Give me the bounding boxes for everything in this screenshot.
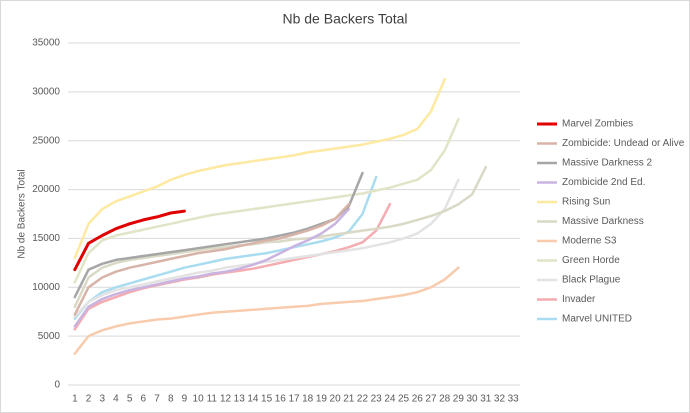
series-line bbox=[73, 171, 364, 299]
x-tick-label: 9 bbox=[182, 394, 188, 405]
series-line bbox=[73, 175, 378, 320]
series-line bbox=[73, 209, 186, 272]
x-tick-label: 19 bbox=[316, 394, 328, 405]
series-line bbox=[73, 202, 351, 316]
legend-label: Rising Sun bbox=[562, 197, 610, 208]
x-tick-label: 17 bbox=[288, 394, 300, 405]
x-tick-label: 24 bbox=[384, 394, 396, 405]
x-tick-label: 14 bbox=[247, 394, 259, 405]
x-tick-label: 27 bbox=[425, 394, 437, 405]
y-tick-label: 30000 bbox=[32, 86, 60, 97]
x-tick-label: 4 bbox=[113, 394, 119, 405]
x-tick-label: 7 bbox=[154, 394, 160, 405]
x-tick-label: 3 bbox=[99, 394, 105, 405]
x-tick-label: 29 bbox=[453, 394, 465, 405]
y-tick-label: 20000 bbox=[32, 184, 60, 195]
x-tick-label: 26 bbox=[412, 394, 424, 405]
x-tick-label: 1 bbox=[72, 394, 78, 405]
chart-title: Nb de Backers Total bbox=[282, 11, 407, 27]
x-tick-label: 13 bbox=[234, 394, 246, 405]
y-tick-label: 25000 bbox=[32, 135, 60, 146]
legend-label: Massive Darkness 2 bbox=[562, 158, 652, 169]
x-tick-label: 20 bbox=[330, 394, 342, 405]
legend-label: Invader bbox=[562, 294, 596, 305]
x-tick-label: 31 bbox=[480, 394, 492, 405]
series-line bbox=[73, 117, 460, 284]
series-line bbox=[73, 178, 460, 318]
x-tick-label: 15 bbox=[261, 394, 273, 405]
series-line bbox=[73, 207, 351, 328]
legend-label: Moderne S3 bbox=[562, 236, 617, 247]
x-tick-label: 10 bbox=[193, 394, 205, 405]
legend-label: Zombicide 2nd Ed. bbox=[562, 177, 645, 188]
legend-label: Black Plague bbox=[562, 275, 621, 286]
series-line bbox=[73, 202, 392, 331]
legend-label: Massive Darkness bbox=[562, 216, 644, 227]
y-axis-label: Nb de Backers Total bbox=[17, 169, 28, 258]
x-tick-label: 32 bbox=[494, 394, 506, 405]
x-tick-label: 30 bbox=[466, 394, 478, 405]
x-tick-label: 21 bbox=[343, 394, 355, 405]
series-line bbox=[73, 77, 446, 260]
y-tick-label: 10000 bbox=[32, 282, 60, 293]
x-tick-label: 6 bbox=[141, 394, 147, 405]
series-line bbox=[73, 165, 488, 309]
x-tick-label: 33 bbox=[508, 394, 520, 405]
y-tick-label: 15000 bbox=[32, 233, 60, 244]
y-tick-label: 0 bbox=[54, 380, 60, 391]
x-tick-label: 18 bbox=[302, 394, 314, 405]
legend-label: Green Horde bbox=[562, 255, 620, 266]
x-tick-label: 8 bbox=[168, 394, 174, 405]
x-tick-label: 25 bbox=[398, 394, 410, 405]
x-tick-label: 22 bbox=[357, 394, 369, 405]
x-tick-label: 16 bbox=[275, 394, 287, 405]
x-tick-label: 11 bbox=[207, 394, 218, 405]
y-tick-label: 5000 bbox=[38, 331, 61, 342]
x-tick-label: 2 bbox=[86, 394, 92, 405]
series-line bbox=[73, 266, 460, 355]
x-tick-label: 5 bbox=[127, 394, 133, 405]
legend-label: Marvel UNITED bbox=[562, 314, 632, 325]
x-tick-label: 23 bbox=[371, 394, 383, 405]
x-tick-label: 12 bbox=[220, 394, 232, 405]
legend-label: Marvel Zombies bbox=[562, 119, 633, 130]
legend-label: Zombicide: Undead or Alive bbox=[562, 138, 685, 149]
x-tick-label: 28 bbox=[439, 394, 451, 405]
y-tick-label: 35000 bbox=[32, 38, 60, 49]
